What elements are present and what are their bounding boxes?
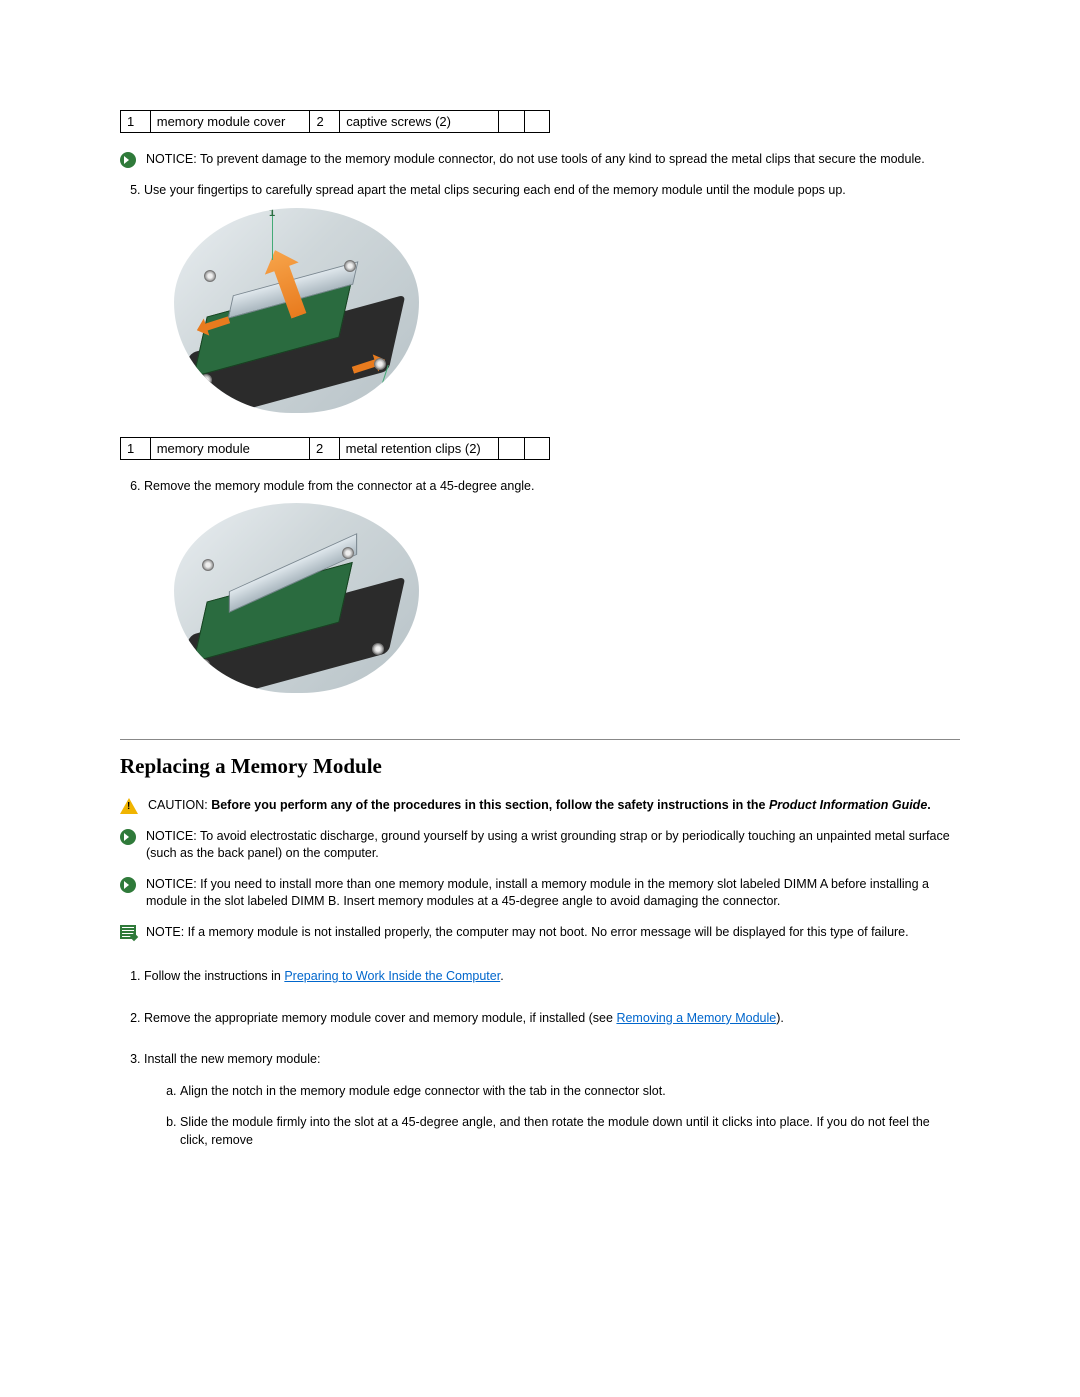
step-text: ). — [776, 1011, 784, 1025]
section-heading: Replacing a Memory Module — [120, 739, 960, 779]
substep-item: Align the notch in the memory module edg… — [180, 1083, 960, 1101]
notice-block: NOTICE: To avoid electrostatic discharge… — [120, 828, 960, 862]
spacer-cell — [499, 111, 524, 133]
step-list: Use your fingertips to carefully spread … — [120, 182, 960, 413]
notice-icon — [120, 152, 136, 168]
callout-label: captive screws (2) — [340, 111, 499, 133]
step-item: Use your fingertips to carefully spread … — [144, 182, 960, 413]
note-block: NOTE: If a memory module is not installe… — [120, 924, 960, 941]
callout-label: memory module — [150, 437, 309, 459]
caution-lead: CAUTION: — [148, 798, 211, 812]
step-item: Remove the appropriate memory module cov… — [144, 1010, 960, 1028]
step-item: Install the new memory module: Align the… — [144, 1051, 960, 1149]
caution-text: CAUTION: Before you perform any of the p… — [148, 797, 960, 814]
spacer-cell — [499, 437, 524, 459]
step-text: Use your fingertips to carefully spread … — [144, 183, 846, 197]
callout-label: memory module cover — [150, 111, 310, 133]
step-text: Remove the memory module from the connec… — [144, 479, 535, 493]
substep-item: Slide the module firmly into the slot at… — [180, 1114, 960, 1149]
spacer-cell — [524, 437, 549, 459]
replace-step-list: Follow the instructions in Preparing to … — [120, 968, 960, 1149]
figure-illustration: 1 2 — [174, 208, 419, 413]
notice-icon — [120, 829, 136, 845]
step-item: Remove the memory module from the connec… — [144, 478, 960, 694]
callout-num: 1 — [121, 437, 151, 459]
figure-1: 1 2 — [174, 208, 960, 413]
figure-2 — [174, 503, 960, 693]
callout-num: 2 — [309, 437, 339, 459]
figure-callout: 2 — [390, 403, 396, 413]
callout-table-1: 1 memory module cover 2 captive screws (… — [120, 110, 550, 133]
caution-body: Before you perform any of the procedures… — [211, 798, 769, 812]
note-icon — [120, 925, 136, 939]
notice-text: NOTICE: To avoid electrostatic discharge… — [146, 828, 960, 862]
caution-block: CAUTION: Before you perform any of the p… — [120, 797, 960, 814]
figure-illustration — [174, 503, 419, 693]
callout-num: 2 — [310, 111, 340, 133]
page-content: 1 memory module cover 2 captive screws (… — [0, 0, 1080, 1233]
step-text: Install the new memory module: — [144, 1052, 320, 1066]
caution-tail: . — [927, 798, 930, 812]
caution-icon — [120, 798, 138, 814]
callout-num: 1 — [121, 111, 151, 133]
table-row: 1 memory module 2 metal retention clips … — [121, 437, 550, 459]
callout-table-2: 1 memory module 2 metal retention clips … — [120, 437, 550, 460]
step-text: Follow the instructions in — [144, 969, 284, 983]
note-text: NOTE: If a memory module is not installe… — [146, 924, 960, 941]
link-removing[interactable]: Removing a Memory Module — [616, 1011, 776, 1025]
spacer-cell — [524, 111, 549, 133]
caution-guide: Product Information Guide — [769, 798, 927, 812]
notice-icon — [120, 877, 136, 893]
notice-text: NOTICE: If you need to install more than… — [146, 876, 960, 910]
step-item: Follow the instructions in Preparing to … — [144, 968, 960, 986]
substep-list: Align the notch in the memory module edg… — [144, 1083, 960, 1150]
notice-block: NOTICE: To prevent damage to the memory … — [120, 151, 960, 168]
step-text: . — [500, 969, 503, 983]
link-preparing[interactable]: Preparing to Work Inside the Computer — [284, 969, 500, 983]
notice-block: NOTICE: If you need to install more than… — [120, 876, 960, 910]
figure-callout: 1 — [269, 208, 275, 221]
step-text: Remove the appropriate memory module cov… — [144, 1011, 616, 1025]
table-row: 1 memory module cover 2 captive screws (… — [121, 111, 550, 133]
step-list: Remove the memory module from the connec… — [120, 478, 960, 694]
notice-text: NOTICE: To prevent damage to the memory … — [146, 151, 960, 168]
callout-label: metal retention clips (2) — [339, 437, 499, 459]
